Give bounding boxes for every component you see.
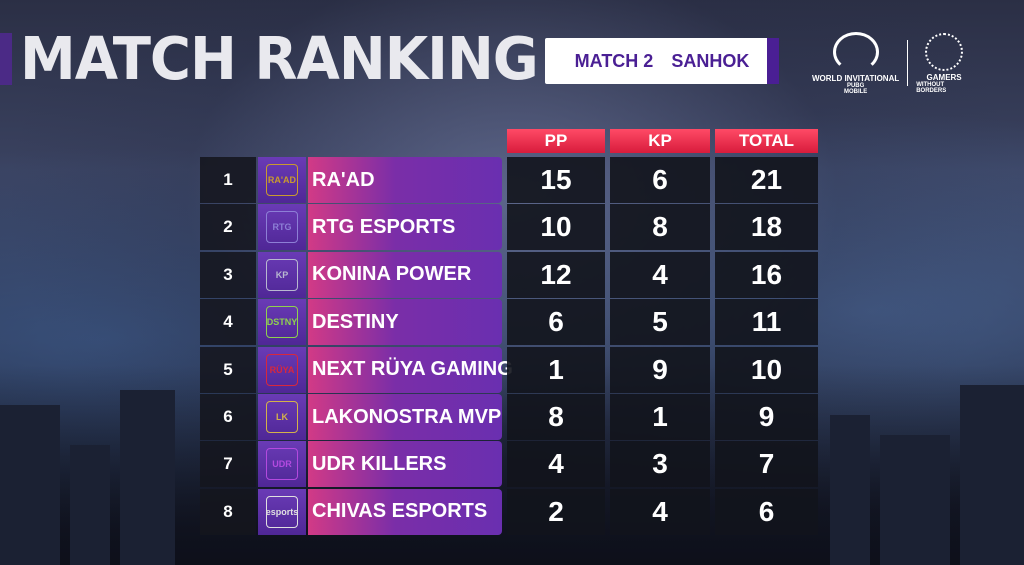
total-value: 21 bbox=[715, 157, 818, 203]
team-name: NEXT RÜYA GAMING bbox=[308, 346, 513, 393]
chivas-crest-icon: esports bbox=[266, 495, 298, 528]
total-value: 7 bbox=[715, 441, 818, 488]
pp-value: 12 bbox=[507, 251, 605, 298]
table-row: 2 RTG RTG ESPORTS 10 8 18 bbox=[200, 204, 818, 251]
table-row: 4 DSTNY DESTINY 6 5 11 bbox=[200, 299, 818, 346]
team-name: RTG ESPORTS bbox=[308, 204, 502, 251]
table-row: 8 esports CHIVAS ESPORTS 2 4 6 bbox=[200, 488, 818, 535]
pp-value: 6 bbox=[507, 299, 605, 346]
total-value: 6 bbox=[715, 488, 818, 535]
total-value: 9 bbox=[715, 394, 818, 440]
ruya-badge-icon: RÜYA bbox=[266, 353, 298, 386]
globe-icon bbox=[925, 32, 964, 71]
team-name: UDR KILLERS bbox=[308, 441, 502, 488]
kp-value: 8 bbox=[610, 204, 710, 251]
match-number: MATCH 2 bbox=[574, 50, 654, 71]
pubg-world-invitational-logo: WORLD INVITATIONAL PUBG MOBILE bbox=[812, 31, 899, 95]
column-header-kp: KP bbox=[610, 129, 710, 153]
event-logos: WORLD INVITATIONAL PUBG MOBILE GAMERS WI… bbox=[812, 28, 972, 98]
pp-value: 2 bbox=[507, 488, 605, 535]
team-logo-cell: LK bbox=[258, 394, 306, 440]
table-row: 3 KP KONINA POWER 12 4 16 bbox=[200, 251, 818, 298]
rtg-logo-icon: RTG bbox=[266, 211, 298, 244]
kp-value: 6 bbox=[610, 157, 710, 203]
total-value: 16 bbox=[715, 251, 818, 298]
pp-value: 10 bbox=[507, 204, 605, 251]
total-value: 11 bbox=[715, 299, 818, 346]
table-row: 1 RA'AD RA'AD 15 6 21 bbox=[200, 157, 818, 203]
rank-cell: 8 bbox=[200, 488, 256, 535]
rank-cell: 3 bbox=[200, 251, 256, 298]
team-name: CHIVAS ESPORTS bbox=[308, 488, 502, 535]
match-label: MATCH 2 SANHOK bbox=[545, 38, 779, 84]
destiny-logo-icon: DSTNY bbox=[266, 306, 298, 339]
team-logo-cell: esports bbox=[258, 488, 306, 535]
page-title: MATCH RANKING bbox=[20, 25, 539, 94]
pp-value: 8 bbox=[507, 394, 605, 440]
kp-value: 5 bbox=[610, 299, 710, 346]
rank-cell: 5 bbox=[200, 346, 256, 393]
team-name: KONINA POWER bbox=[308, 251, 502, 298]
kp-value: 9 bbox=[610, 346, 710, 393]
kp-value: 4 bbox=[610, 488, 710, 535]
team-name: DESTINY bbox=[308, 299, 502, 346]
team-logo-cell: RÜYA bbox=[258, 346, 306, 393]
raad-shield-icon: RA'AD bbox=[266, 164, 298, 196]
kp-value: 3 bbox=[610, 441, 710, 488]
total-value: 10 bbox=[715, 346, 818, 393]
team-name: RA'AD bbox=[308, 157, 502, 203]
kp-value: 4 bbox=[610, 251, 710, 298]
table-row: 6 LK LAKONOSTRA MVP 8 1 9 bbox=[200, 394, 818, 440]
team-logo-cell: RTG bbox=[258, 204, 306, 251]
rank-cell: 6 bbox=[200, 394, 256, 440]
map-name: SANHOK bbox=[671, 50, 750, 71]
table-row: 5 RÜYA NEXT RÜYA GAMING 1 9 10 bbox=[200, 346, 818, 393]
rank-cell: 7 bbox=[200, 441, 256, 488]
pp-value: 15 bbox=[507, 157, 605, 203]
pp-value: 1 bbox=[507, 346, 605, 393]
logo-divider bbox=[907, 40, 909, 86]
column-header-pp: PP bbox=[507, 129, 605, 153]
team-logo-cell: KP bbox=[258, 251, 306, 298]
team-logo-cell: RA'AD bbox=[258, 157, 306, 203]
table-row: 7 UDR UDR KILLERS 4 3 7 bbox=[200, 441, 818, 488]
rank-cell: 2 bbox=[200, 204, 256, 251]
rank-cell: 1 bbox=[200, 157, 256, 203]
team-logo-cell: DSTNY bbox=[258, 299, 306, 346]
horse-logo-icon: KP bbox=[266, 258, 298, 291]
team-logo-cell: UDR bbox=[258, 441, 306, 488]
world-invitational-ring-icon bbox=[832, 31, 879, 72]
pp-value: 4 bbox=[507, 441, 605, 488]
lakonostra-logo-icon: LK bbox=[266, 401, 298, 433]
team-name: LAKONOSTRA MVP bbox=[308, 394, 502, 440]
total-value: 18 bbox=[715, 204, 818, 251]
title-accent-bar bbox=[0, 33, 12, 85]
column-header-total: TOTAL bbox=[715, 129, 818, 153]
udr-helmet-icon: UDR bbox=[266, 448, 298, 481]
kp-value: 1 bbox=[610, 394, 710, 440]
rank-cell: 4 bbox=[200, 299, 256, 346]
gamers-without-borders-logo: GAMERS WITHOUT BORDERS bbox=[916, 32, 972, 94]
